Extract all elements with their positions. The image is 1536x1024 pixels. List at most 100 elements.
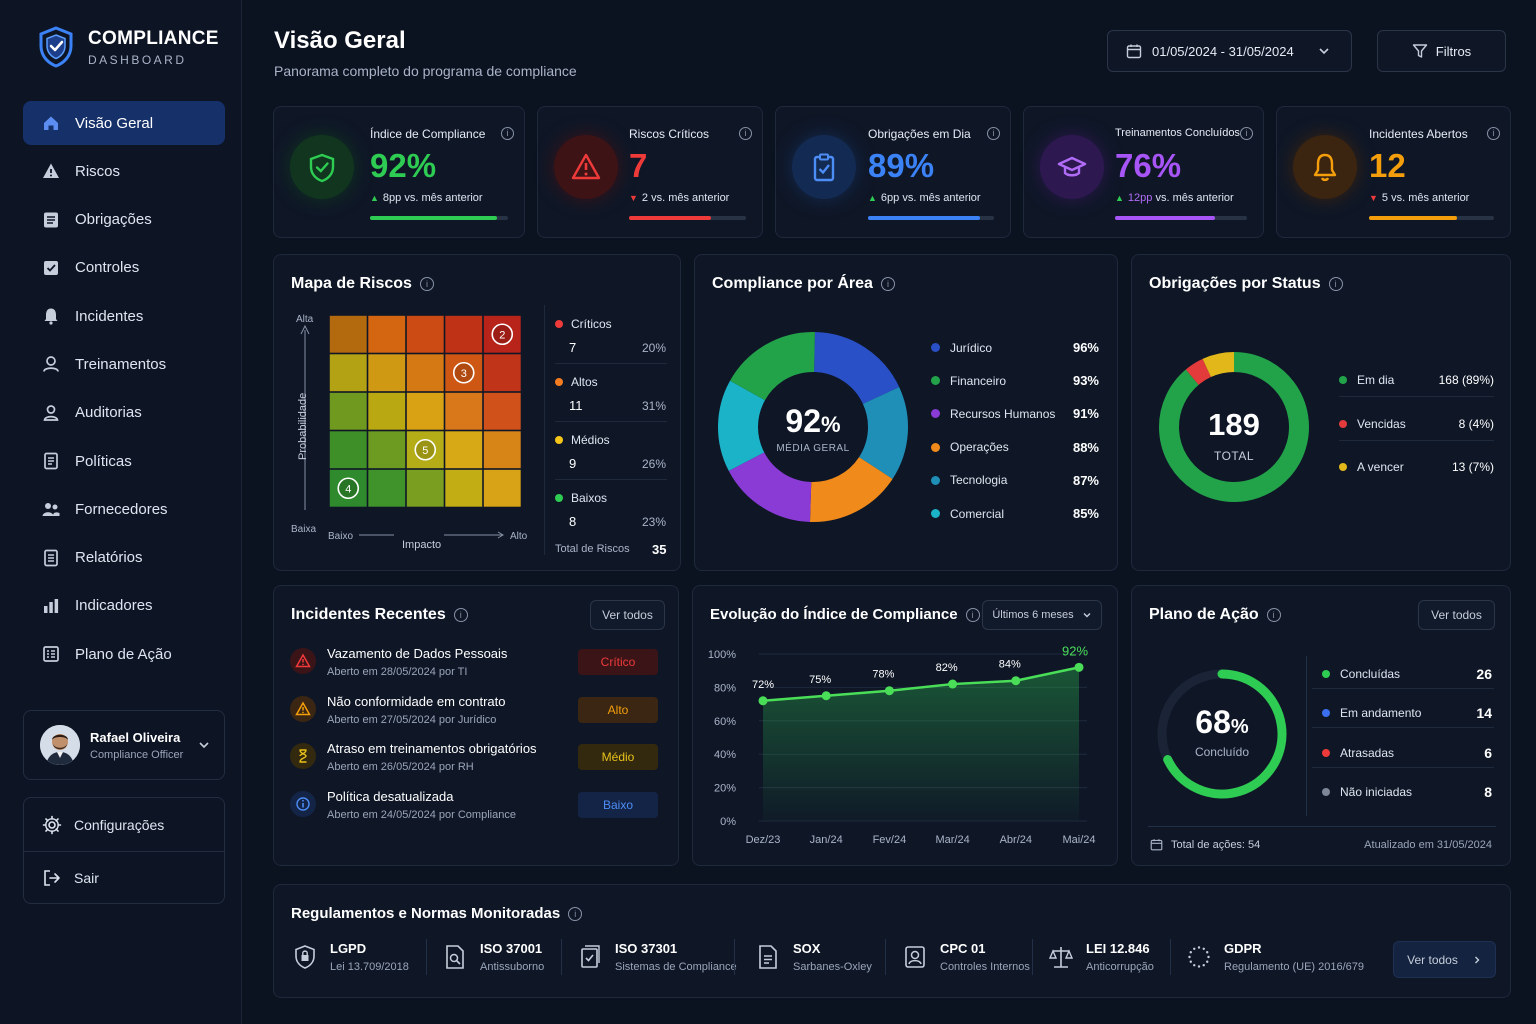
kpi-card-open-incidents[interactable]: Incidentes Abertos i 12 ▼ 5 vs. mês anterior — [1276, 106, 1511, 238]
donut-slice[interactable] — [1202, 352, 1235, 378]
heatmap-cell[interactable] — [368, 469, 406, 507]
incident-item[interactable]: Política desatualizada Aberto em 24/05/20… — [290, 789, 660, 829]
action-plan-view-all-button[interactable]: Ver todos — [1418, 600, 1495, 630]
heatmap-cell[interactable] — [406, 431, 444, 469]
donut-slice[interactable] — [810, 456, 893, 522]
info-icon[interactable]: i — [1487, 127, 1500, 140]
risk-legend-pct: 23% — [642, 515, 667, 529]
risk-marker[interactable]: 5 — [414, 438, 437, 461]
heatmap-cell[interactable] — [445, 354, 483, 392]
incidents-view-all-button[interactable]: Ver todos — [590, 600, 665, 630]
filters-button[interactable]: Filtros — [1377, 30, 1506, 72]
heatmap-cell[interactable] — [329, 431, 367, 469]
data-point[interactable] — [758, 696, 768, 706]
regulation-item[interactable]: LEI 12.846 Anticorrupção — [1048, 941, 1154, 973]
sidebar-item-obrigacoes[interactable]: Obrigações — [23, 198, 225, 242]
kpi-card-trainings-completed[interactable]: Treinamentos Concluídos i 76% ▲ 12pp vs. mês… — [1023, 106, 1264, 238]
kpi-card-obligations-on-time[interactable]: Obrigações em Dia i 89% ▲ 6pp vs. mês anteri… — [775, 106, 1011, 238]
sidebar-item-controles[interactable]: Controles — [23, 246, 225, 290]
info-icon[interactable]: i — [1266, 608, 1281, 622]
donut-slice[interactable] — [813, 332, 900, 405]
heatmap-cell[interactable] — [406, 469, 444, 507]
info-icon[interactable]: i — [880, 277, 895, 291]
info-icon[interactable]: i — [568, 906, 583, 921]
incident-item[interactable]: Não conformidade em contrato Aberto em 27… — [290, 694, 660, 734]
regulation-item[interactable]: ISO 37001 Antissuborno — [442, 941, 544, 973]
incident-item[interactable]: Vazamento de Dados Pessoais Aberto em 28/… — [290, 646, 660, 686]
data-point[interactable] — [1074, 662, 1084, 672]
heatmap-cell[interactable] — [483, 354, 521, 392]
area-fill — [763, 667, 1079, 821]
period-select[interactable]: Últimos 6 meses — [982, 600, 1102, 630]
settings-link[interactable]: Configurações — [24, 798, 224, 851]
sidebar-item-indicadores[interactable]: Indicadores — [23, 584, 225, 628]
risk-marker[interactable]: 3 — [452, 361, 475, 384]
heatmap-cell[interactable] — [445, 469, 483, 507]
sidebar-item-relatorios[interactable]: Relatórios — [23, 536, 225, 580]
donut-slice[interactable] — [858, 387, 908, 479]
sidebar-item-fornecedores[interactable]: Fornecedores — [23, 487, 225, 531]
sidebar-item-riscos[interactable]: Riscos — [23, 149, 225, 193]
heatmap-cell[interactable] — [483, 469, 521, 507]
info-icon[interactable]: i — [1240, 127, 1253, 140]
data-point[interactable] — [884, 686, 894, 696]
chevron-down-icon[interactable] — [198, 739, 210, 751]
heatmap-cell[interactable] — [406, 315, 444, 353]
sidebar-item-incidentes[interactable]: Incidentes — [23, 294, 225, 338]
heatmap-cell[interactable] — [368, 315, 406, 353]
sidebar-item-politicas[interactable]: Políticas — [23, 439, 225, 483]
logout-link[interactable]: Sair — [24, 851, 224, 904]
donut-slice[interactable] — [730, 332, 815, 401]
info-icon[interactable]: i — [419, 277, 434, 291]
data-point[interactable] — [1011, 676, 1021, 686]
info-icon[interactable]: i — [739, 127, 752, 140]
heatmap-cell[interactable] — [483, 392, 521, 430]
sidebar-item-visao-geral[interactable]: Visão Geral — [23, 101, 225, 145]
heatmap-cell[interactable] — [445, 392, 483, 430]
obligations-title: Obrigações por Status i — [1149, 275, 1343, 293]
heatmap-cell[interactable] — [368, 431, 406, 469]
heatmap-cell[interactable] — [368, 354, 406, 392]
info-icon[interactable]: i — [1328, 277, 1343, 291]
brand-logo[interactable]: COMPLIANCE DASHBOARD — [38, 26, 219, 68]
legend-dot — [555, 320, 563, 328]
heatmap-cell[interactable] — [329, 469, 367, 507]
sidebar-item-plano-de-acao[interactable]: Plano de Ação — [23, 632, 225, 676]
kpi-card-compliance-index[interactable]: Índice de Compliance i 92% ▲ 8pp vs. mês ant… — [273, 106, 525, 238]
data-point[interactable] — [948, 679, 958, 689]
date-range-picker[interactable]: 01/05/2024 - 31/05/2024 — [1107, 30, 1352, 72]
risk-marker[interactable]: 2 — [491, 323, 514, 346]
heatmap-cell[interactable] — [445, 431, 483, 469]
heatmap-cell[interactable] — [406, 392, 444, 430]
donut-slice[interactable] — [1159, 352, 1309, 502]
donut-slice[interactable] — [728, 451, 813, 522]
heatmap-cell[interactable] — [483, 431, 521, 469]
regulations-view-all-button[interactable]: Ver todos — [1393, 941, 1496, 978]
regulation-item[interactable]: ISO 37301 Sistemas de Compliance — [577, 941, 737, 973]
donut-slice[interactable] — [1185, 358, 1212, 386]
regulation-item[interactable]: GDPR Regulamento (UE) 2016/679 — [1186, 941, 1364, 973]
data-point[interactable] — [821, 691, 831, 701]
heatmap-cell[interactable] — [329, 315, 367, 353]
heatmap-cell[interactable] — [329, 392, 367, 430]
heatmap-cell[interactable] — [406, 354, 444, 392]
heatmap-cell[interactable] — [445, 315, 483, 353]
info-icon[interactable]: i — [453, 608, 468, 622]
info-icon[interactable]: i — [501, 127, 514, 140]
regulation-item[interactable]: SOX Sarbanes-Oxley — [755, 941, 872, 973]
info-icon[interactable]: i — [965, 607, 980, 622]
donut-slice[interactable] — [718, 380, 766, 471]
risk-marker[interactable]: 4 — [337, 477, 360, 500]
user-menu[interactable]: Rafael Oliveira Compliance Officer — [23, 710, 225, 780]
heatmap-cell[interactable] — [483, 315, 521, 353]
incident-item[interactable]: Atraso em treinamentos obrigatórios Abert… — [290, 741, 660, 781]
kpi-card-critical-risks[interactable]: Riscos Críticos i 7 ▼ 2 vs. mês anterior — [537, 106, 763, 238]
info-icon[interactable]: i — [987, 127, 1000, 140]
heatmap-cell[interactable] — [329, 354, 367, 392]
sidebar-item-auditorias[interactable]: Auditorias — [23, 391, 225, 435]
regulation-item[interactable]: CPC 01 Controles Internos — [902, 941, 1030, 973]
heatmap-cell[interactable] — [368, 392, 406, 430]
regulation-item[interactable]: LGPD Lei 13.709/2018 — [292, 941, 409, 973]
risk-legend-item: Críticos — [555, 317, 612, 331]
sidebar-item-treinamentos[interactable]: Treinamentos — [23, 342, 225, 386]
